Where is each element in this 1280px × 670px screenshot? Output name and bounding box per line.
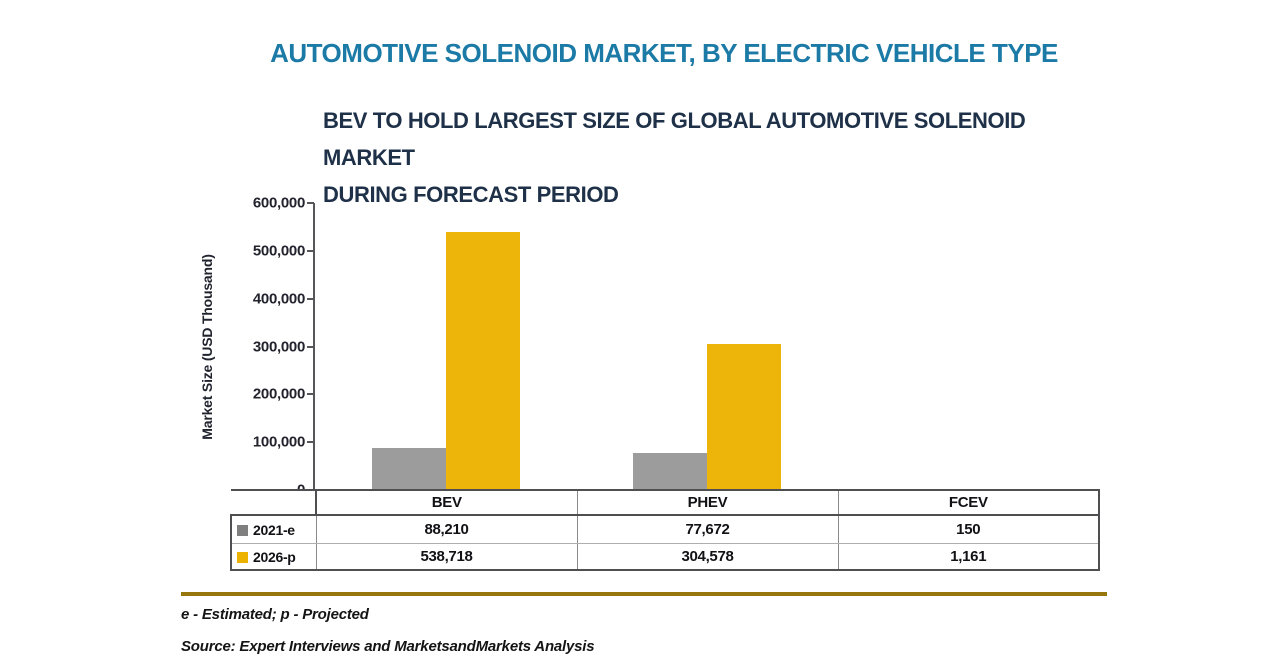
value-2026p-fcev: 1,161 — [837, 543, 1100, 571]
y-tick-mark — [307, 297, 314, 300]
divider-line — [181, 592, 1107, 596]
y-tick-label: 200,000 — [252, 385, 305, 403]
y-tick-label: 400,000 — [252, 290, 305, 308]
value-2021e-fcev: 150 — [837, 514, 1100, 544]
legend-label-2026p: 2026-p — [253, 548, 296, 565]
y-tick-label: 600,000 — [252, 194, 305, 212]
bar-2026-p-bev — [445, 232, 520, 490]
y-tick-mark — [307, 249, 314, 252]
column-header-phev: PHEV — [576, 489, 839, 516]
plot-area — [315, 203, 1098, 490]
value-2021e-bev: 88,210 — [315, 514, 578, 544]
y-tick-mark — [307, 441, 314, 444]
legend-cell-2021e: 2021-e — [230, 514, 317, 544]
value-2021e-phev: 77,672 — [576, 514, 839, 544]
value-2026p-bev: 538,718 — [315, 543, 578, 571]
table-corner-cell — [231, 489, 316, 516]
y-tick-mark — [307, 393, 314, 396]
page-title: AUTOMOTIVE SOLENOID MARKET, BY ELECTRIC … — [270, 38, 1058, 68]
bar-2021-e-bev — [371, 448, 446, 490]
column-header-fcev: FCEV — [837, 489, 1100, 516]
legend-cell-2026p: 2026-p — [230, 543, 317, 571]
bar-2026-p-phev — [706, 344, 781, 490]
y-tick-label: 500,000 — [252, 242, 305, 260]
source-note: Source: Expert Interviews and Marketsand… — [181, 638, 595, 655]
legend-swatch-2021e — [237, 524, 248, 536]
bar-2021-e-phev — [632, 453, 707, 490]
chart-subtitle-line1: BEV TO HOLD LARGEST SIZE OF GLOBAL AUTOM… — [323, 108, 1026, 170]
value-2026p-phev: 304,578 — [576, 543, 839, 571]
y-tick-mark — [307, 345, 314, 348]
y-axis-line — [313, 203, 315, 491]
data-table: BEV PHEV FCEV 2021-e 88,210 77,672 150 2… — [230, 489, 1100, 571]
y-tick-label: 100,000 — [252, 433, 305, 451]
column-header-bev: BEV — [315, 489, 578, 516]
chart-subtitle: BEV TO HOLD LARGEST SIZE OF GLOBAL AUTOM… — [323, 102, 1083, 213]
chart-subtitle-line2: DURING FORECAST PERIOD — [323, 182, 619, 207]
y-tick-mark — [307, 202, 314, 204]
table-header-row: BEV PHEV FCEV — [231, 489, 1100, 516]
legend-label-2021e: 2021-e — [253, 521, 295, 538]
y-tick-label: 300,000 — [252, 338, 305, 355]
legend-swatch-2026p — [237, 551, 248, 563]
footnote: e - Estimated; p - Projected — [181, 606, 369, 623]
table-row-2026p: 2026-p 538,718 304,578 1,161 — [230, 543, 1100, 571]
table-row-2021e: 2021-e 88,210 77,672 150 — [230, 514, 1100, 544]
